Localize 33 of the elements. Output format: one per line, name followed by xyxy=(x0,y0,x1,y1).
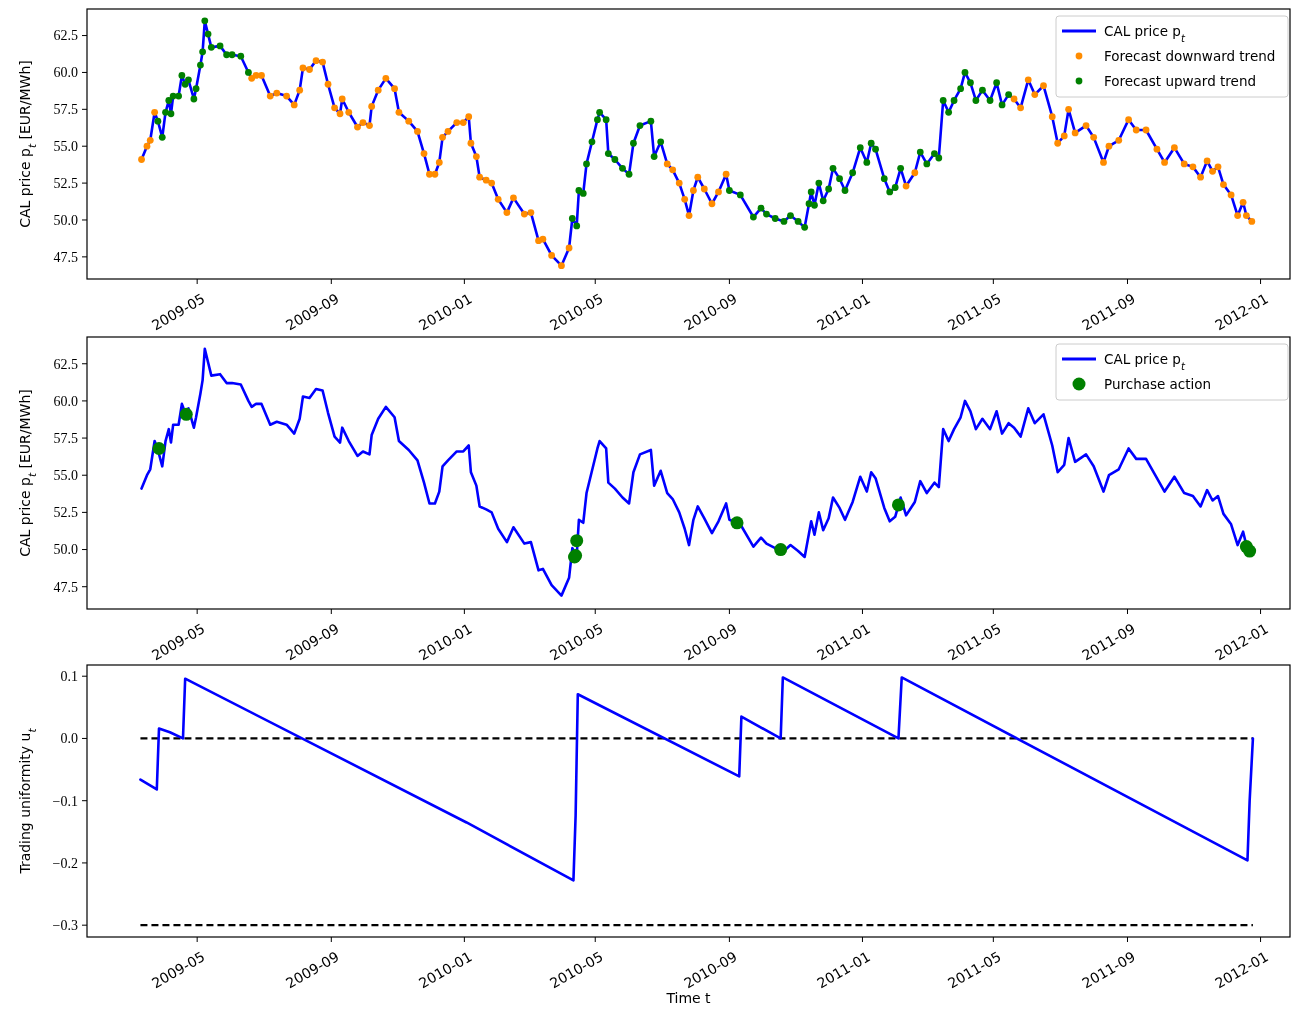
y-tick-label: 52.5 xyxy=(53,176,78,191)
point xyxy=(1243,544,1257,558)
y-tick-label: 52.5 xyxy=(53,505,78,521)
y-tick-label: 50.0 xyxy=(53,212,78,228)
y-tick-label: 50.0 xyxy=(53,542,78,558)
x-axis-title: Time t xyxy=(665,990,712,1006)
y-tick-label: 60.0 xyxy=(53,393,78,409)
y-tick-label: 55.0 xyxy=(53,139,78,155)
y-tick-label: −0.1 xyxy=(52,793,78,809)
y-tick-label: 47.5 xyxy=(53,249,78,265)
point xyxy=(891,498,905,512)
legend-label: Forecast upward trend xyxy=(1104,72,1257,89)
y-tick-label: 57.5 xyxy=(53,102,78,118)
y-tick-label: 62.5 xyxy=(53,28,78,44)
point xyxy=(774,543,788,557)
point xyxy=(570,534,584,548)
y-tick-label: 47.5 xyxy=(53,579,78,595)
legend-label: Forecast downward trend xyxy=(1104,47,1276,64)
legend-label: CAL price p$_{t}$ xyxy=(1104,22,1186,44)
y-tick-label: 0.1 xyxy=(60,669,78,685)
y-tick-label: −0.2 xyxy=(52,855,78,871)
y-tick-label: 55.0 xyxy=(53,468,78,484)
y-tick-label: 0.0 xyxy=(60,731,78,747)
line-series xyxy=(139,676,1255,882)
point xyxy=(152,441,166,455)
y-tick-label: −0.3 xyxy=(52,918,78,934)
y-tick-label: 60.0 xyxy=(53,65,78,81)
y-tick-label: 62.5 xyxy=(53,356,78,372)
legend-label: Purchase action xyxy=(1104,375,1212,392)
point xyxy=(730,516,744,530)
legend-label: CAL price p$_{t}$ xyxy=(1104,350,1186,372)
point xyxy=(179,407,193,421)
y-tick-label: 57.5 xyxy=(53,430,78,446)
